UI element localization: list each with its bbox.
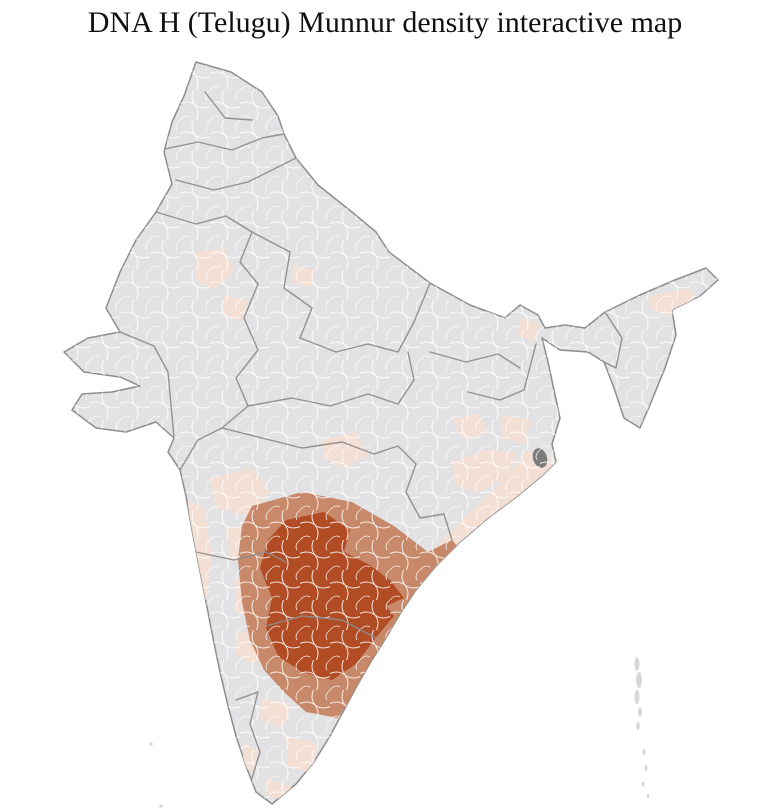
state-border-line: [159, 133, 285, 151]
state-borders: [119, 91, 623, 779]
state-border-line: [265, 615, 377, 639]
andaman-nicobar-islands[interactable]: [634, 657, 650, 798]
state-border-line: [467, 343, 537, 401]
island[interactable]: [642, 749, 646, 755]
state-border-line: [251, 231, 337, 353]
state-border-line: [405, 463, 453, 541]
state-border-line: [119, 331, 175, 439]
state-border-line: [221, 231, 259, 429]
island[interactable]: [636, 722, 640, 730]
state-border-line: [603, 311, 623, 369]
state-border-line: [179, 427, 223, 471]
state-border-line: [429, 351, 521, 369]
india-landmass[interactable]: [63, 61, 719, 805]
island[interactable]: [638, 707, 642, 717]
state-border-line: [195, 551, 287, 563]
island[interactable]: [644, 765, 648, 771]
state-border-line: [204, 91, 253, 121]
island[interactable]: [149, 742, 153, 746]
island[interactable]: [159, 804, 163, 808]
state-border-line: [155, 211, 253, 233]
island[interactable]: [634, 657, 640, 671]
island[interactable]: [634, 690, 640, 704]
state-border-line: [335, 282, 431, 353]
lakshadweep-islands[interactable]: [149, 742, 163, 808]
state-border-line: [247, 351, 415, 407]
state-border-line: [235, 691, 261, 779]
island[interactable]: [646, 794, 650, 798]
state-border-line: [221, 427, 417, 465]
island[interactable]: [636, 672, 642, 688]
state-border-line: [175, 157, 297, 191]
island[interactable]: [641, 781, 645, 787]
